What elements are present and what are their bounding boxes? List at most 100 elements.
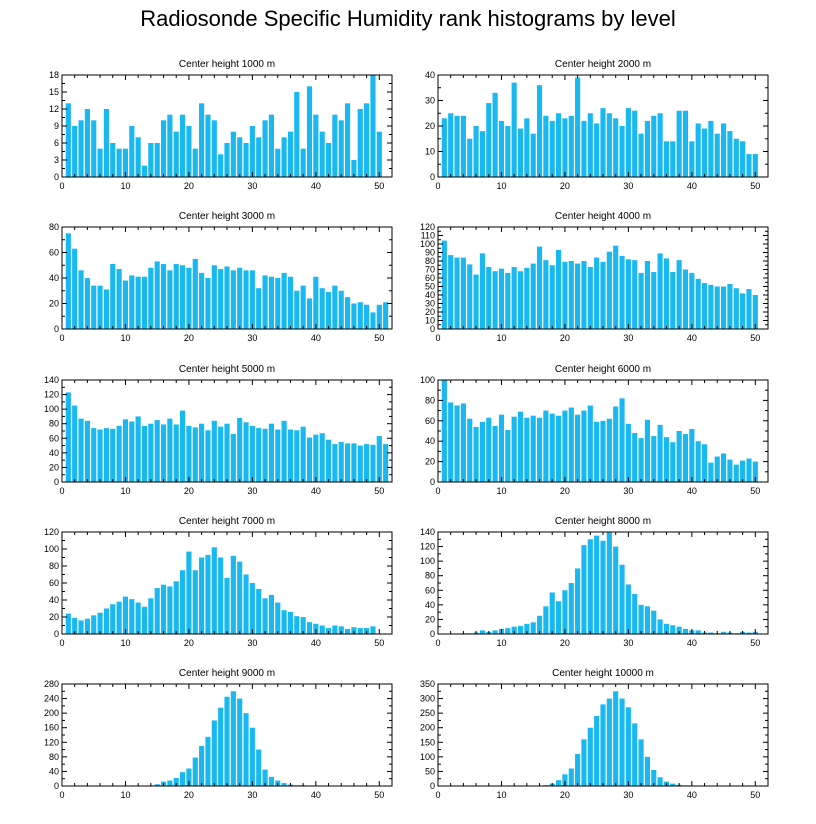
histogram-bar bbox=[695, 123, 701, 177]
histogram-bar bbox=[556, 249, 562, 329]
y-tick-label: 100 bbox=[44, 404, 59, 414]
y-tick-label: 10 bbox=[425, 147, 435, 157]
histogram-bar bbox=[205, 278, 211, 329]
x-tick-label: 0 bbox=[59, 333, 64, 343]
histogram-bar bbox=[568, 261, 574, 329]
histogram-bar bbox=[205, 430, 211, 482]
x-tick-label: 10 bbox=[496, 181, 506, 191]
histogram-bar bbox=[530, 415, 536, 482]
histogram-bar bbox=[562, 261, 568, 329]
histogram-bar bbox=[205, 736, 211, 786]
x-tick-label: 50 bbox=[374, 790, 384, 800]
x-tick-label: 10 bbox=[496, 638, 506, 648]
histogram-bar bbox=[644, 606, 650, 634]
x-tick-label: 20 bbox=[560, 638, 570, 648]
histogram-bar bbox=[441, 118, 447, 177]
x-tick-label: 20 bbox=[184, 638, 194, 648]
histogram-bar bbox=[72, 617, 78, 634]
histogram-bar bbox=[262, 428, 268, 482]
histogram-bar bbox=[676, 431, 682, 482]
histogram-bar bbox=[148, 598, 154, 634]
histogram-bar bbox=[180, 570, 186, 634]
histogram-bar bbox=[72, 405, 78, 482]
x-tick-label: 20 bbox=[184, 181, 194, 191]
y-tick-label: 110 bbox=[421, 231, 435, 241]
y-tick-label: 280 bbox=[44, 679, 59, 689]
y-tick-label: 150 bbox=[420, 737, 435, 747]
y-tick-label: 100 bbox=[420, 239, 435, 249]
histogram-bar bbox=[524, 118, 530, 177]
histogram-bar bbox=[78, 418, 84, 482]
histogram-bar bbox=[167, 586, 173, 634]
histogram-bar bbox=[568, 115, 574, 177]
x-tick-label: 0 bbox=[435, 333, 440, 343]
histogram-bar bbox=[454, 115, 460, 177]
histogram-bar bbox=[91, 120, 97, 177]
y-tick-label: 20 bbox=[425, 307, 435, 317]
histogram-bar bbox=[338, 290, 344, 329]
histogram-bar bbox=[524, 623, 530, 634]
histogram-bar bbox=[562, 774, 568, 786]
histogram-bar bbox=[644, 120, 650, 177]
histogram-bar bbox=[97, 429, 103, 482]
x-tick-label: 0 bbox=[59, 486, 64, 496]
x-tick-label: 40 bbox=[687, 790, 697, 800]
histogram-bar bbox=[167, 418, 173, 482]
histogram-bar bbox=[180, 265, 186, 329]
histogram-bar bbox=[638, 133, 644, 177]
y-tick-label: 30 bbox=[425, 96, 435, 106]
histogram-bar bbox=[625, 584, 631, 634]
y-tick-label: 90 bbox=[425, 248, 435, 258]
x-tick-label: 0 bbox=[59, 638, 64, 648]
histogram-bar bbox=[505, 429, 511, 482]
histogram-bar bbox=[613, 118, 619, 177]
histogram-bar bbox=[65, 103, 71, 177]
histogram-bar bbox=[319, 625, 325, 634]
histogram-bar bbox=[313, 276, 319, 329]
histogram-bar bbox=[448, 255, 454, 329]
histogram-bar bbox=[116, 148, 122, 177]
histogram-bar bbox=[237, 561, 243, 634]
x-tick-label: 10 bbox=[496, 486, 506, 496]
histogram-bar bbox=[556, 113, 562, 177]
histogram-bar bbox=[97, 285, 103, 329]
histogram-bar bbox=[708, 462, 714, 482]
histogram-bar bbox=[186, 551, 192, 634]
y-tick-label: 40 bbox=[425, 70, 435, 80]
y-tick-label: 40 bbox=[49, 595, 59, 605]
histogram-bar bbox=[211, 720, 217, 786]
histogram-bar bbox=[154, 588, 160, 634]
histogram-bar bbox=[364, 444, 370, 482]
x-tick-label: 10 bbox=[496, 333, 506, 343]
histogram-bar bbox=[657, 777, 663, 786]
histogram-bar bbox=[275, 429, 281, 482]
histogram-bar bbox=[619, 398, 625, 482]
histogram-bar bbox=[682, 628, 689, 634]
histogram-bar bbox=[473, 426, 479, 482]
histogram-bar bbox=[575, 77, 581, 177]
histogram-bar bbox=[167, 270, 173, 329]
x-tick-label: 50 bbox=[750, 333, 760, 343]
histogram-bar bbox=[72, 126, 78, 177]
histogram-bar bbox=[657, 424, 663, 482]
histogram-bar bbox=[230, 433, 236, 482]
histogram-bar bbox=[587, 727, 593, 786]
histogram-bar bbox=[479, 421, 485, 482]
histogram-bar bbox=[581, 120, 587, 177]
histogram-bar bbox=[370, 444, 376, 482]
histogram-bar bbox=[110, 143, 116, 177]
histogram-panel: Center height 10000 m 0 10 20 30 40 50 0 50 100 15… bbox=[420, 668, 769, 800]
histogram-bar bbox=[714, 456, 720, 482]
histogram-bar bbox=[249, 270, 255, 329]
histogram-bar bbox=[467, 264, 473, 329]
histogram-bar bbox=[638, 438, 644, 482]
y-tick-label: 20 bbox=[49, 612, 59, 622]
y-tick-label: 70 bbox=[425, 265, 435, 275]
y-tick-label: 20 bbox=[425, 614, 435, 624]
histogram-bar bbox=[549, 413, 555, 482]
histogram-bar bbox=[243, 713, 249, 786]
histogram-bar bbox=[211, 547, 217, 634]
histogram-bar bbox=[135, 276, 141, 329]
histogram-bar bbox=[268, 276, 274, 329]
